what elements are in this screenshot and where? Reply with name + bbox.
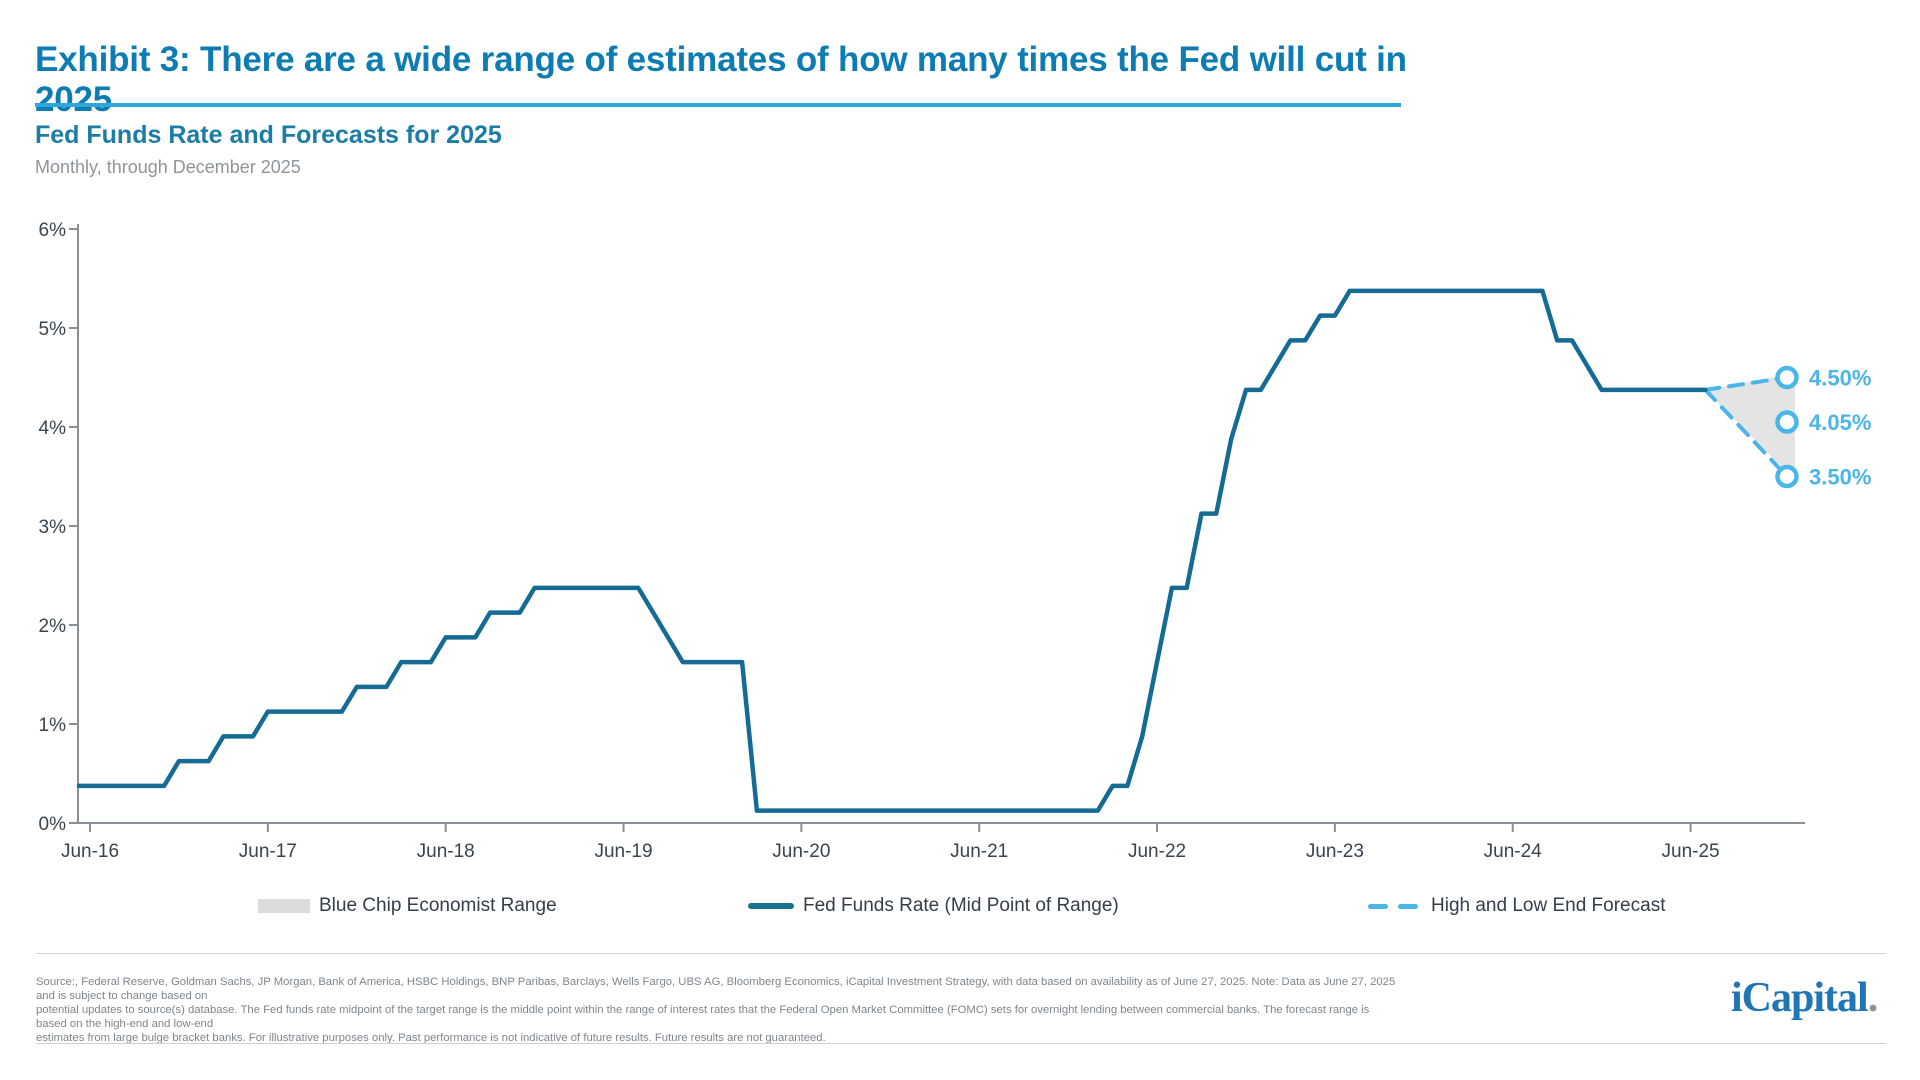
exhibit-title: Exhibit 3: There are a wide range of est… bbox=[35, 40, 1407, 119]
x-tick-label: Jun-17 bbox=[239, 841, 297, 862]
line-swatch-icon bbox=[748, 903, 794, 909]
icapital-logo: iCapital. bbox=[1731, 974, 1878, 1022]
forecast-marker bbox=[1775, 365, 1799, 390]
axis-ticks: 0% 1% 2% 3% 4% 5% 6% Jun-16 Jun-17 Jun-18 Jun-19 Ju… bbox=[39, 220, 1720, 862]
x-tick-label: Jun-16 bbox=[61, 841, 119, 862]
y-tick-label: 2% bbox=[39, 616, 67, 637]
footer-line: potential updates to source(s) database.… bbox=[36, 1004, 1370, 1030]
y-tick-label: 4% bbox=[39, 418, 67, 439]
dash-swatch-icon bbox=[1368, 903, 1388, 909]
x-tick-label: Jun-20 bbox=[772, 841, 830, 862]
x-tick-label: Jun-21 bbox=[950, 841, 1008, 862]
forecast-value-label: 4.05% bbox=[1809, 410, 1871, 435]
area-swatch-icon bbox=[258, 899, 310, 913]
high-end-forecast-line bbox=[1703, 375, 1789, 392]
x-tick-label: Jun-23 bbox=[1306, 841, 1364, 862]
footer-divider-top bbox=[36, 953, 1886, 954]
footer-divider-bottom bbox=[36, 1043, 1886, 1044]
low-end-forecast-line bbox=[1703, 387, 1789, 479]
forecast-marker bbox=[1775, 464, 1799, 489]
legend-item-high-low-forecast: High and Low End Forecast bbox=[1368, 893, 1665, 919]
chart-subtitle: Monthly, through December 2025 bbox=[35, 157, 301, 177]
x-tick-label: Jun-22 bbox=[1128, 841, 1186, 862]
fed-funds-rate-line bbox=[76, 288, 1708, 813]
footer-disclaimer: Source:, Federal Reserve, Goldman Sachs,… bbox=[36, 975, 1396, 1045]
logo-wordmark: iCapital bbox=[1731, 975, 1869, 1021]
chart-title: Fed Funds Rate and Forecasts for 2025 bbox=[35, 121, 502, 149]
x-tick-label: Jun-19 bbox=[594, 841, 652, 862]
forecast-markers: 4.50% 4.05% 3.50% bbox=[1775, 365, 1871, 490]
forecast-marker bbox=[1775, 410, 1799, 434]
y-tick-label: 1% bbox=[39, 715, 67, 736]
x-tick-label: Jun-25 bbox=[1662, 841, 1720, 862]
dash-swatch-icon bbox=[1398, 903, 1418, 909]
blue-chip-range-area bbox=[1705, 373, 1795, 481]
x-tick-label: Jun-24 bbox=[1484, 841, 1543, 862]
logo-dot: . bbox=[1867, 975, 1878, 1021]
y-tick-label: 6% bbox=[39, 220, 67, 241]
footer-line: Source:, Federal Reserve, Goldman Sachs,… bbox=[36, 976, 1396, 1002]
legend-label: High and Low End Forecast bbox=[1431, 895, 1666, 916]
legend-label: Blue Chip Economist Range bbox=[319, 895, 557, 916]
y-tick-label: 3% bbox=[39, 517, 67, 538]
legend-item-fed-funds-rate: Fed Funds Rate (Mid Point of Range) bbox=[748, 893, 1119, 919]
legend-item-blue-chip-range: Blue Chip Economist Range bbox=[258, 893, 557, 919]
footer-line: estimates from large bulge bracket banks… bbox=[36, 1032, 826, 1044]
y-tick-label: 5% bbox=[39, 319, 67, 340]
forecast-value-label: 4.50% bbox=[1809, 366, 1871, 391]
title-underline-rule bbox=[35, 103, 1401, 107]
legend-label: Fed Funds Rate (Mid Point of Range) bbox=[803, 895, 1119, 916]
x-tick-label: Jun-18 bbox=[417, 841, 475, 862]
forecast-value-label: 3.50% bbox=[1809, 465, 1871, 490]
y-tick-label: 0% bbox=[39, 814, 67, 835]
